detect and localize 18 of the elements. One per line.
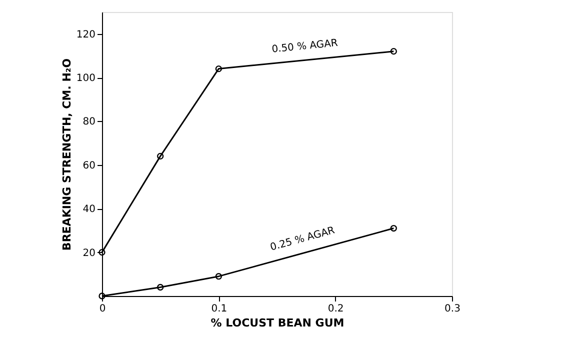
- y-tick-label: 100: [76, 73, 96, 84]
- y-axis-title: BREAKING STRENGTH, CM. H₂O: [60, 58, 74, 251]
- x-tick-label: 0.2: [328, 304, 344, 314]
- x-tick-label: 0.1: [211, 304, 228, 314]
- y-tick-label: 20: [82, 248, 96, 259]
- point: [156, 152, 164, 160]
- x-axis-title: % LOCUST BEAN GUM: [210, 316, 344, 330]
- point: [156, 284, 164, 291]
- point: [215, 273, 222, 280]
- y-tick-label: 40: [82, 204, 96, 216]
- x-tick-label: 0.3: [444, 304, 460, 314]
- y-tick-label: 80: [82, 116, 96, 128]
- text: 0.25 % AGAR: [269, 225, 336, 254]
- y-tick-label: 120: [76, 29, 96, 40]
- y-tick-label: 60: [82, 160, 96, 172]
- point: [215, 65, 222, 72]
- text: 0.50 % AGAR: [271, 38, 338, 56]
- x-tick-label: 0: [99, 304, 106, 314]
